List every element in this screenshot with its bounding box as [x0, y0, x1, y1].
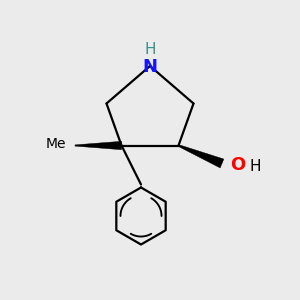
Text: H: H	[249, 159, 260, 174]
Polygon shape	[178, 145, 224, 168]
Text: O: O	[230, 156, 246, 174]
Polygon shape	[75, 141, 122, 150]
Text: N: N	[142, 58, 158, 76]
Text: H: H	[144, 42, 156, 57]
Text: Me: Me	[46, 137, 67, 151]
